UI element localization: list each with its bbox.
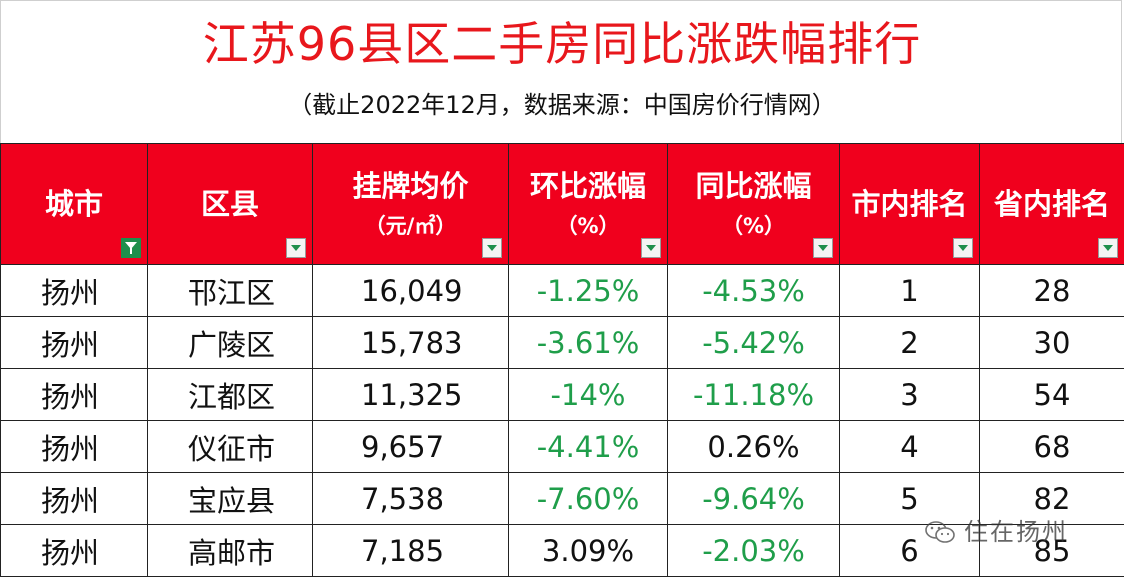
cell-mom: -4.41% [508,420,668,473]
cell-city-rank: 2 [839,316,980,369]
ranking-table: 城市 区县 挂牌均价 （元/㎡） 环比涨幅 （%） 同比涨幅 （%） 市内排名 省内排… [0,143,1124,577]
watermark: 住在扬州 [924,512,1122,552]
cell-city: 扬州 [0,264,148,317]
table-row: 扬州 广陵区 15,783 -3.61% -5.42% 2 30 [0,316,1124,369]
cell-district: 高邮市 [147,524,313,577]
cell-price: 16,049 [312,264,509,317]
cell-district: 江都区 [147,368,313,421]
cell-city: 扬州 [0,524,148,577]
watermark-text: 住在扬州 [964,518,1068,546]
header-mom: 环比涨幅 （%） [508,143,668,265]
cell-yoy: -2.03% [667,524,840,577]
cell-district: 邗江区 [147,264,313,317]
cell-district: 仪征市 [147,420,313,473]
cell-price: 7,185 [312,524,509,577]
header-yoy: 同比涨幅 （%） [667,143,840,265]
header-prov-rank: 省内排名 [979,143,1124,265]
cell-mom: -3.61% [508,316,668,369]
page-subtitle: （截止2022年12月，数据来源：中国房价行情网） [288,91,836,119]
header-row: 城市 区县 挂牌均价 （元/㎡） 环比涨幅 （%） 同比涨幅 （%） 市内排名 省内排… [0,143,1124,265]
cell-city-rank: 6 [839,524,980,577]
cell-yoy: -11.18% [667,368,840,421]
cell-prov-rank: 85 [979,524,1124,577]
cell-yoy: -5.42% [667,316,840,369]
table-row: 扬州 邗江区 16,049 -1.25% -4.53% 1 28 [0,264,1124,317]
header-price: 挂牌均价 （元/㎡） [312,143,509,265]
cell-price: 15,783 [312,316,509,369]
table-body: 扬州 邗江区 16,049 -1.25% -4.53% 1 28 扬州 广陵区 15,783 -3.… [0,264,1124,577]
cell-prov-rank: 30 [979,316,1124,369]
filter-dropdown-icon[interactable] [641,238,661,258]
table-row: 扬州 江都区 11,325 -14% -11.18% 3 54 [0,368,1124,421]
wechat-icon [925,521,955,543]
cell-price: 11,325 [312,368,509,421]
filter-dropdown-icon[interactable] [953,238,973,258]
cell-mom: -1.25% [508,264,668,317]
cell-price: 9,657 [312,420,509,473]
header-district: 区县 [147,143,313,265]
title-box [0,0,1122,143]
cell-yoy: -9.64% [667,472,840,525]
table-row: 扬州 仪征市 9,657 -4.41% 0.26% 4 68 [0,420,1124,473]
cell-city-rank: 4 [839,420,980,473]
cell-city: 扬州 [0,420,148,473]
cell-city-rank: 1 [839,264,980,317]
cell-mom: -14% [508,368,668,421]
header-city-rank: 市内排名 [839,143,980,265]
cell-mom: 3.09% [508,524,668,577]
filter-dropdown-icon[interactable] [482,238,502,258]
cell-district: 广陵区 [147,316,313,369]
cell-prov-rank: 54 [979,368,1124,421]
filter-dropdown-icon[interactable] [813,238,833,258]
cell-city: 扬州 [0,368,148,421]
page-title: 江苏96县区二手房同比涨跌幅排行 [202,17,922,71]
cell-prov-rank: 82 [979,472,1124,525]
header-city: 城市 [0,143,148,265]
cell-prov-rank: 68 [979,420,1124,473]
cell-city-rank: 3 [839,368,980,421]
filter-active-icon[interactable] [121,238,141,258]
table-row: 扬州 宝应县 7,538 -7.60% -9.64% 5 82 [0,472,1124,525]
cell-mom: -7.60% [508,472,668,525]
cell-city: 扬州 [0,316,148,369]
filter-dropdown-icon[interactable] [286,238,306,258]
cell-city: 扬州 [0,472,148,525]
cell-prov-rank: 28 [979,264,1124,317]
table-row: 扬州 高邮市 7,185 3.09% -2.03% 6 85 [0,524,1124,577]
cell-yoy: -4.53% [667,264,840,317]
cell-district: 宝应县 [147,472,313,525]
cell-price: 7,538 [312,472,509,525]
cell-yoy: 0.26% [667,420,840,473]
filter-dropdown-icon[interactable] [1098,238,1118,258]
